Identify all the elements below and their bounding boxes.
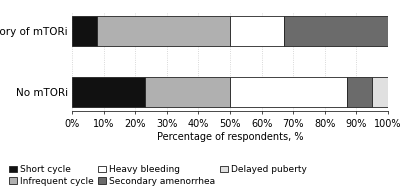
X-axis label: Percentage of respondents, %: Percentage of respondents, % xyxy=(157,132,303,142)
Bar xyxy=(72,77,145,107)
Bar xyxy=(145,77,230,107)
Bar xyxy=(284,16,388,46)
Bar xyxy=(230,77,347,107)
Bar xyxy=(347,77,372,107)
Bar xyxy=(72,16,97,46)
Bar xyxy=(230,16,284,46)
Legend: Short cycle, Infrequent cycle, Heavy bleeding, Secondary amenorrhea, Delayed pub: Short cycle, Infrequent cycle, Heavy ble… xyxy=(8,165,307,185)
Bar xyxy=(372,77,388,107)
Bar xyxy=(97,16,230,46)
